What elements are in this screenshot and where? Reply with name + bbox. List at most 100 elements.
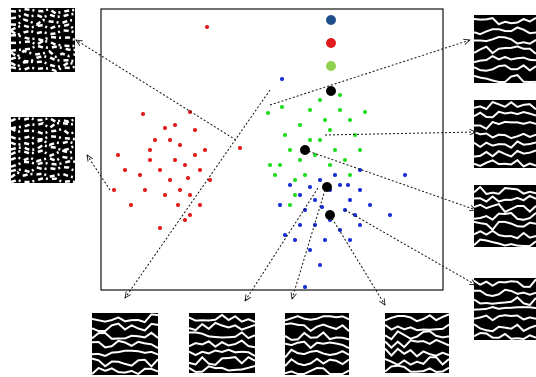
tile-stripe bbox=[10, 116, 76, 124]
tile-stripe bbox=[473, 278, 536, 288]
tile-stripe bbox=[473, 45, 536, 55]
point bbox=[346, 183, 350, 187]
tile-stripe bbox=[10, 18, 76, 27]
point bbox=[208, 178, 212, 182]
tile-stripe bbox=[473, 220, 536, 232]
tile-stripe bbox=[10, 149, 76, 158]
point bbox=[198, 203, 202, 207]
point bbox=[320, 205, 324, 209]
tile-stripe bbox=[473, 149, 536, 158]
tile-stripe bbox=[384, 330, 450, 341]
point bbox=[293, 193, 297, 197]
point bbox=[163, 126, 167, 130]
point bbox=[333, 173, 337, 177]
point bbox=[308, 185, 312, 189]
point bbox=[186, 176, 190, 180]
point bbox=[173, 123, 177, 127]
tile-stripe bbox=[474, 35, 536, 45]
point bbox=[293, 178, 297, 182]
point bbox=[326, 86, 336, 96]
point bbox=[313, 198, 317, 202]
point bbox=[338, 183, 342, 187]
point bbox=[188, 110, 192, 114]
tile-stripe bbox=[10, 165, 76, 174]
tile-stripe bbox=[473, 110, 536, 119]
texture-tile bbox=[473, 278, 536, 341]
tile-stripe bbox=[91, 322, 159, 332]
point bbox=[318, 263, 322, 267]
point bbox=[353, 133, 357, 137]
arrow bbox=[76, 40, 237, 141]
point bbox=[205, 25, 209, 29]
tile-stripe bbox=[474, 120, 536, 131]
arrow bbox=[245, 187, 319, 301]
texture-tile bbox=[473, 15, 536, 84]
tile-stripe bbox=[284, 348, 350, 359]
point bbox=[328, 163, 332, 167]
point bbox=[338, 108, 342, 112]
tile-stripe bbox=[473, 202, 536, 214]
point bbox=[158, 168, 162, 172]
point bbox=[183, 218, 187, 222]
point bbox=[176, 203, 180, 207]
texture-tile bbox=[91, 313, 159, 376]
point bbox=[173, 158, 177, 162]
tile-stripe bbox=[10, 12, 76, 20]
point bbox=[328, 128, 332, 132]
point bbox=[266, 111, 270, 115]
tile-stripe bbox=[473, 296, 536, 307]
point bbox=[326, 15, 336, 25]
point bbox=[188, 193, 192, 197]
tile-stripe bbox=[384, 364, 450, 374]
point bbox=[280, 105, 284, 109]
point bbox=[348, 238, 352, 242]
point bbox=[138, 173, 142, 177]
point bbox=[112, 188, 116, 192]
point bbox=[326, 61, 336, 71]
tile-stripe bbox=[91, 366, 159, 376]
point bbox=[273, 173, 277, 177]
point bbox=[313, 153, 317, 157]
tile-stripe bbox=[10, 138, 76, 147]
point bbox=[129, 203, 133, 207]
point bbox=[298, 123, 302, 127]
plot-frame bbox=[100, 8, 444, 291]
point bbox=[368, 203, 372, 207]
point bbox=[298, 193, 302, 197]
points bbox=[112, 15, 407, 289]
tile-stripe bbox=[284, 366, 350, 375]
tile-stripe bbox=[384, 347, 450, 358]
point bbox=[178, 188, 182, 192]
point bbox=[358, 223, 362, 227]
point bbox=[298, 223, 302, 227]
tile-stripe bbox=[10, 60, 76, 68]
point bbox=[163, 193, 167, 197]
tile-stripe bbox=[188, 355, 256, 366]
tile-stripe bbox=[473, 54, 536, 64]
texture-tile bbox=[188, 313, 256, 374]
tile-stripe bbox=[473, 64, 536, 72]
texture-tile bbox=[384, 313, 450, 374]
point bbox=[168, 178, 172, 182]
point bbox=[308, 108, 312, 112]
tile-stripe bbox=[473, 323, 536, 333]
tile-stripe bbox=[473, 130, 536, 140]
tile-stripe bbox=[284, 322, 350, 333]
point bbox=[333, 148, 337, 152]
point bbox=[193, 128, 197, 132]
point bbox=[308, 248, 312, 252]
tile-stripe bbox=[188, 339, 256, 349]
tile-stripe bbox=[10, 23, 76, 32]
tile-stripe bbox=[473, 238, 536, 247]
point bbox=[158, 226, 162, 230]
tile-background bbox=[474, 185, 536, 247]
arrow bbox=[329, 214, 385, 305]
point bbox=[168, 138, 172, 142]
point bbox=[278, 163, 282, 167]
point bbox=[288, 183, 292, 187]
texture-tile bbox=[473, 185, 536, 247]
tile-stripe bbox=[10, 55, 76, 63]
texture-tile bbox=[10, 7, 76, 73]
tile-stripe bbox=[473, 158, 536, 168]
